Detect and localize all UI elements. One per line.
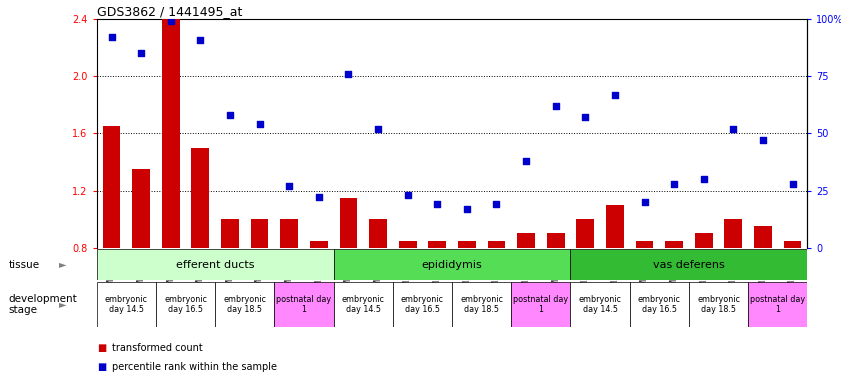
Point [608,91,621,98]
Point [431,201,444,207]
Bar [570,249,807,280]
Bar [636,240,653,362]
Bar [665,240,683,362]
Point [283,183,296,189]
Text: embryonic
day 14.5: embryonic day 14.5 [579,295,621,314]
Text: embryonic
day 18.5: embryonic day 18.5 [223,295,267,314]
Point [253,121,267,127]
Text: transformed count: transformed count [112,343,203,353]
Point [668,180,681,187]
Bar [393,282,452,327]
Bar [511,282,570,327]
Point [223,112,236,118]
Text: vas deferens: vas deferens [653,260,725,270]
Text: embryonic
day 14.5: embryonic day 14.5 [105,295,148,314]
Bar [334,282,393,327]
Bar [784,240,801,362]
Bar [215,282,274,327]
Bar [369,219,387,362]
Text: embryonic
day 16.5: embryonic day 16.5 [164,295,207,314]
Text: ■: ■ [97,362,106,372]
Point [105,35,119,41]
Bar [97,249,334,280]
Bar [97,282,156,327]
Bar [103,126,120,362]
Point [341,71,355,77]
Text: embryonic
day 18.5: embryonic day 18.5 [697,295,740,314]
Point [193,37,207,43]
Bar [630,282,689,327]
Bar [570,282,630,327]
Point [637,199,651,205]
Point [371,126,384,132]
Point [785,180,799,187]
Text: embryonic
day 18.5: embryonic day 18.5 [460,295,503,314]
Bar [132,169,150,362]
Text: development
stage: development stage [8,294,77,315]
Bar [695,233,712,362]
Text: epididymis: epididymis [421,260,483,270]
Bar [748,282,807,327]
Point [460,206,473,212]
Point [401,192,415,198]
Bar [399,240,416,362]
Bar [156,282,215,327]
Text: percentile rank within the sample: percentile rank within the sample [112,362,277,372]
Text: GDS3862 / 1441495_at: GDS3862 / 1441495_at [97,5,242,18]
Point [164,18,177,25]
Text: tissue: tissue [8,260,40,270]
Point [520,158,533,164]
Text: postnatal day
1: postnatal day 1 [277,295,331,314]
Bar [428,240,446,362]
Bar [458,240,476,362]
Text: ■: ■ [97,343,106,353]
Point [697,176,711,182]
Bar [334,249,570,280]
Bar [754,226,772,362]
Text: postnatal day
1: postnatal day 1 [750,295,806,314]
Point [135,50,148,56]
Text: embryonic
day 16.5: embryonic day 16.5 [401,295,444,314]
Point [756,137,770,143]
Bar [689,282,748,327]
Bar [517,233,535,362]
Point [579,114,592,121]
Bar [309,240,328,362]
Bar [161,19,180,362]
Bar [192,148,209,362]
Text: embryonic
day 16.5: embryonic day 16.5 [637,295,681,314]
Bar [251,219,268,362]
Text: efferent ducts: efferent ducts [176,260,255,270]
Bar [280,219,298,362]
Bar [452,282,511,327]
Point [489,201,503,207]
Point [549,103,563,109]
Point [727,126,740,132]
Bar [724,219,743,362]
Bar [547,233,564,362]
Bar [576,219,594,362]
Point [312,194,325,200]
Text: ►: ► [60,300,66,310]
Text: ►: ► [60,260,66,270]
Bar [606,205,624,362]
Bar [221,219,239,362]
Bar [274,282,334,327]
Text: embryonic
day 14.5: embryonic day 14.5 [341,295,384,314]
Bar [340,198,357,362]
Text: postnatal day
1: postnatal day 1 [513,295,569,314]
Bar [488,240,505,362]
